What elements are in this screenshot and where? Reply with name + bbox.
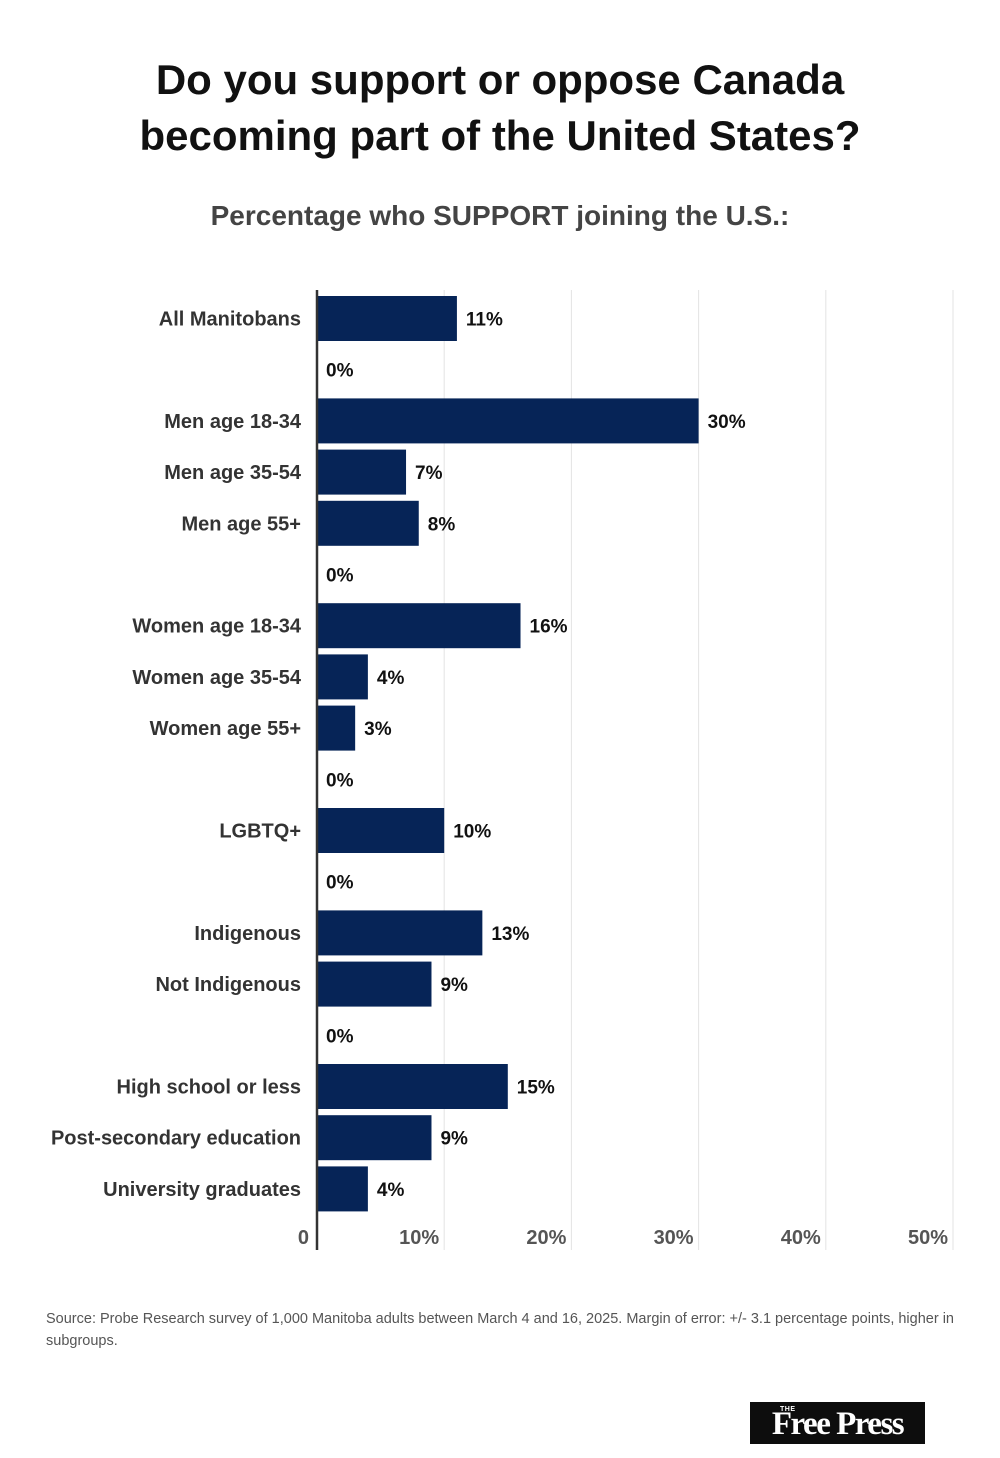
- logo-name-text: Free Press: [771, 1406, 905, 1442]
- category-labels: All Manitobans Men age 18-34 Men age 35-54…: [51, 309, 302, 1201]
- bars: [317, 296, 699, 1212]
- x-tick-label: 50%: [908, 1227, 948, 1249]
- chart-subtitle: Percentage who SUPPORT joining the U.S.:: [210, 200, 790, 231]
- chart-title-line-2: becoming part of the United States?: [139, 112, 861, 159]
- x-axis-tick-labels: 0 10% 20% 30% 40% 50%: [298, 1227, 948, 1249]
- category-label: Not Indigenous: [155, 974, 301, 996]
- bar: [317, 1166, 368, 1212]
- chart-title: Do you support or oppose Canada becoming…: [0, 52, 1000, 164]
- data-label: 4%: [377, 1180, 405, 1201]
- bar: [317, 1115, 432, 1161]
- category-label: Post-secondary education: [51, 1128, 301, 1150]
- bar: [317, 654, 368, 700]
- x-tick-label: 10%: [399, 1227, 439, 1249]
- bar: [317, 910, 483, 956]
- bar: [317, 1064, 508, 1109]
- category-label: LGBTQ+: [219, 821, 301, 843]
- data-label: 8%: [428, 514, 456, 535]
- bar: [317, 808, 445, 853]
- data-labels: 11% 0% 30% 7% 8% 0% 16% 4% 3% 0% 10% 0% 13% 9% 0% 15% 9%…: [326, 310, 746, 1201]
- bar-chart: All Manitobans Men age 18-34 Men age 35-54…: [51, 290, 954, 1250]
- bar: [317, 603, 521, 649]
- bar: [317, 296, 457, 341]
- category-label: Men age 35-54: [164, 462, 302, 484]
- category-label: All Manitobans: [159, 309, 301, 331]
- category-label: High school or less: [117, 1077, 301, 1099]
- data-label: 9%: [440, 1129, 468, 1150]
- x-tick-label: 0: [298, 1227, 309, 1249]
- data-label: 9%: [440, 975, 468, 996]
- data-label: 0%: [326, 361, 354, 382]
- data-label: 0%: [326, 566, 354, 587]
- category-label: Women age 18-34: [132, 616, 301, 638]
- category-label: Men age 55+: [181, 513, 301, 535]
- category-label: Indigenous: [194, 923, 301, 945]
- x-tick-label: 20%: [526, 1227, 566, 1249]
- data-label: 4%: [377, 668, 405, 689]
- chart-title-line-1: Do you support or oppose Canada: [155, 56, 845, 103]
- data-label: 7%: [415, 463, 443, 484]
- category-label: Women age 35-54: [132, 667, 301, 689]
- bar: [317, 705, 356, 751]
- category-label: Men age 18-34: [164, 411, 302, 433]
- data-label: 11%: [466, 310, 503, 331]
- category-label: University graduates: [103, 1179, 301, 1201]
- bar: [317, 500, 419, 546]
- source-note: Source: Probe Research survey of 1,000 M…: [46, 1311, 954, 1349]
- data-label: 3%: [364, 719, 392, 740]
- data-label: 0%: [326, 770, 354, 791]
- x-tick-label: 30%: [654, 1227, 694, 1249]
- category-label: Women age 55+: [150, 718, 301, 740]
- data-label: 15%: [517, 1078, 555, 1099]
- bar: [317, 449, 407, 495]
- data-label: 30%: [708, 412, 746, 433]
- logo-the-text: THE: [780, 1406, 796, 1413]
- bar: [317, 398, 699, 444]
- bar: [317, 961, 432, 1007]
- data-label: 0%: [326, 873, 354, 894]
- free-press-logo: THE Free Press: [750, 1402, 925, 1444]
- data-label: 10%: [453, 822, 491, 843]
- data-label: 0%: [326, 1026, 354, 1047]
- data-label: 16%: [530, 617, 568, 638]
- x-tick-label: 40%: [781, 1227, 821, 1249]
- data-label: 13%: [491, 924, 529, 945]
